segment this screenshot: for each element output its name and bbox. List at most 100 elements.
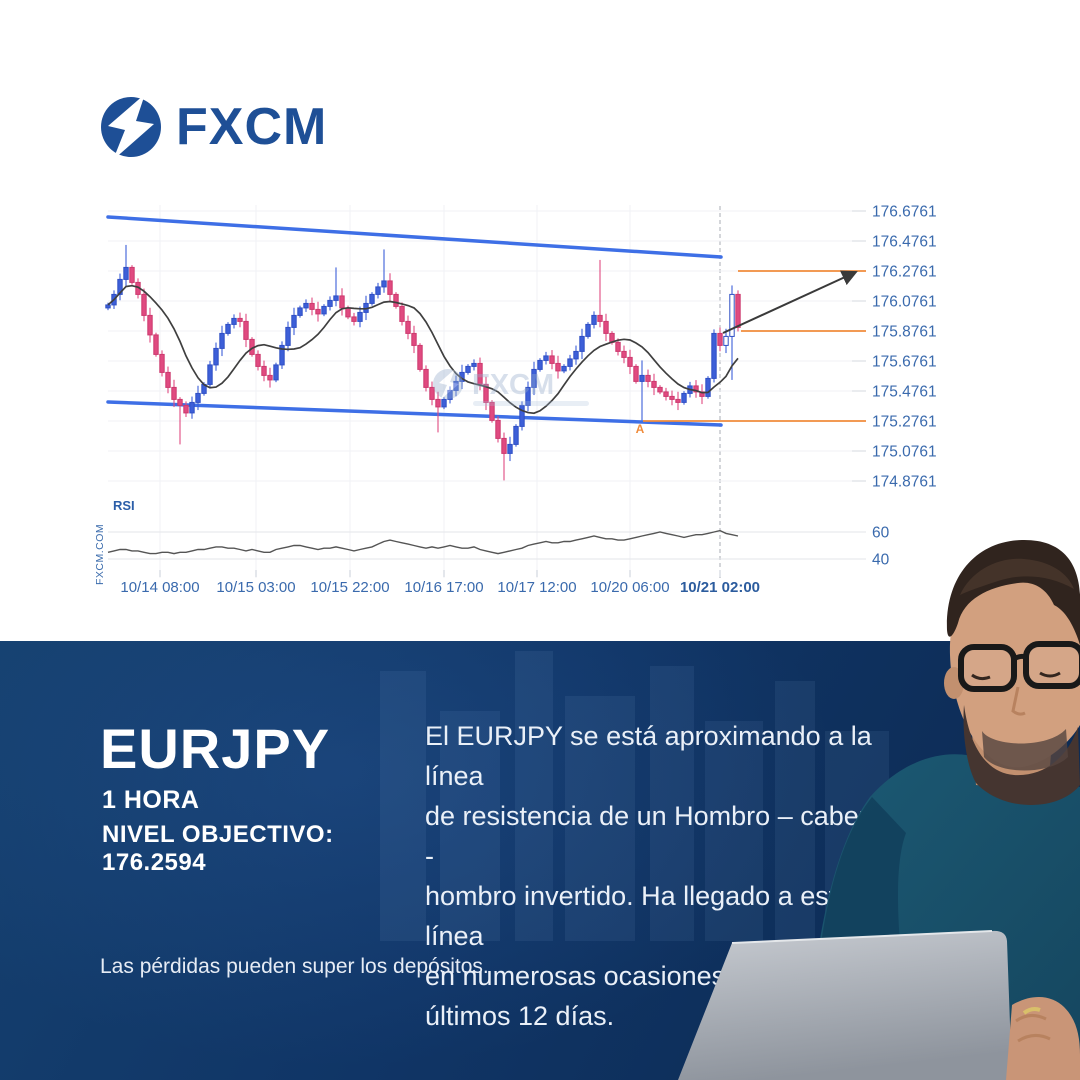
candle-body — [543, 355, 549, 361]
x-axis-label: 10/15 03:00 — [216, 579, 295, 596]
x-axis-label: 10/20 06:00 — [590, 579, 669, 596]
candle-body — [435, 398, 441, 408]
price-axis-label: 175.8761 — [872, 324, 937, 341]
candle-body — [255, 353, 261, 367]
fxcm-logo-text: FXCM — [176, 98, 328, 156]
point-a-label: A — [636, 422, 645, 436]
fxcm-com-side-label: FXCM.COM — [94, 523, 106, 585]
candle-body — [507, 443, 513, 454]
candle-body — [735, 293, 741, 328]
objective-label: NIVEL OBJECTIVO: — [102, 821, 334, 848]
candle-body — [177, 398, 183, 406]
price-axis-label: 175.4761 — [872, 384, 937, 401]
candle-body — [225, 323, 231, 334]
fxcm-watermark: FXCM — [433, 369, 589, 406]
candle-body — [621, 350, 627, 358]
city-skyline-decor — [380, 651, 889, 941]
candle-body — [525, 386, 531, 406]
candle-body — [321, 305, 327, 315]
analysis-text: El EURJPY se está aproximando a la línea… — [425, 721, 888, 1031]
price-axis-label: 176.0761 — [872, 294, 937, 311]
candle-body — [411, 332, 417, 346]
candle-body — [669, 395, 675, 400]
candle-body — [141, 293, 147, 316]
candle-body — [453, 380, 459, 391]
watermark-icon — [433, 369, 463, 399]
objective-value: 176.2594 — [102, 849, 207, 876]
candle-body — [663, 391, 669, 397]
candle-body — [147, 314, 153, 336]
candle-body — [327, 299, 333, 307]
x-axis-label: 10/21 02:00 — [680, 579, 760, 596]
watermark-text: FXCM — [472, 369, 554, 401]
candle-body — [675, 398, 681, 403]
price-axis-label: 175.0761 — [872, 444, 937, 461]
candle-body — [279, 344, 285, 366]
candle-body — [393, 293, 399, 307]
candle-body — [315, 308, 321, 315]
candle-body — [231, 317, 237, 325]
candle-body — [723, 335, 729, 346]
candle-body — [417, 344, 423, 370]
candle-body — [441, 398, 447, 408]
candle-body — [357, 311, 363, 322]
watermark-icon-bolt — [439, 369, 459, 399]
candle-body — [429, 386, 435, 400]
candle-body — [567, 358, 573, 367]
candle-body — [219, 332, 225, 349]
candle-body — [123, 266, 129, 280]
candle-body — [387, 280, 393, 295]
candle-body — [345, 307, 351, 318]
candle-body — [261, 365, 267, 376]
candle-body — [405, 320, 411, 334]
price-axis-label: 175.6761 — [872, 354, 937, 371]
candle-body — [237, 317, 243, 322]
candle-body — [375, 286, 381, 295]
candle-body — [267, 374, 273, 381]
rsi-label: RSI — [113, 498, 135, 513]
symbol-title: EURJPY — [100, 717, 331, 780]
candle-body — [717, 332, 723, 346]
candle-body — [297, 307, 303, 316]
candle-body — [519, 404, 525, 427]
candle-body — [129, 266, 135, 283]
price-axis-label: 176.2761 — [872, 264, 937, 281]
risk-disclaimer: Las pérdidas pueden super los depósitos. — [100, 955, 489, 978]
candle-body — [627, 356, 633, 367]
price-axis-label: 174.8761 — [872, 474, 937, 491]
candle-body — [681, 392, 687, 403]
candle-body — [303, 302, 309, 309]
trend-channel-line — [106, 215, 723, 259]
candle-body — [657, 386, 663, 393]
candle-body — [651, 380, 657, 388]
candle-body — [171, 386, 177, 400]
candle-body — [339, 295, 345, 309]
candle-body — [105, 304, 111, 309]
candle-body — [243, 320, 249, 340]
candle-body — [189, 401, 195, 414]
candle-body — [639, 374, 645, 382]
candle-body — [615, 341, 621, 352]
trend-channel-line — [106, 400, 723, 427]
x-axis-label: 10/14 08:00 — [120, 579, 199, 596]
candle-body — [213, 347, 219, 366]
candle-body — [603, 320, 609, 334]
candle-body — [273, 364, 279, 381]
x-axis-label: 10/16 17:00 — [404, 579, 483, 596]
candle-body — [333, 295, 339, 301]
candle-body — [483, 383, 489, 403]
candle-body — [561, 365, 567, 372]
trader-face — [944, 539, 1080, 805]
rsi-line — [107, 529, 739, 555]
candle-body — [585, 323, 591, 337]
candle-body — [729, 293, 735, 337]
candle-body — [549, 355, 555, 364]
candle-body — [291, 314, 297, 328]
candle-body — [501, 437, 507, 454]
candle-body — [495, 419, 501, 439]
candle-body — [591, 314, 597, 325]
candle-body — [633, 365, 639, 382]
candle-body — [573, 350, 579, 360]
rsi-axis-label: 60 — [872, 525, 890, 542]
candle-body — [153, 334, 159, 355]
